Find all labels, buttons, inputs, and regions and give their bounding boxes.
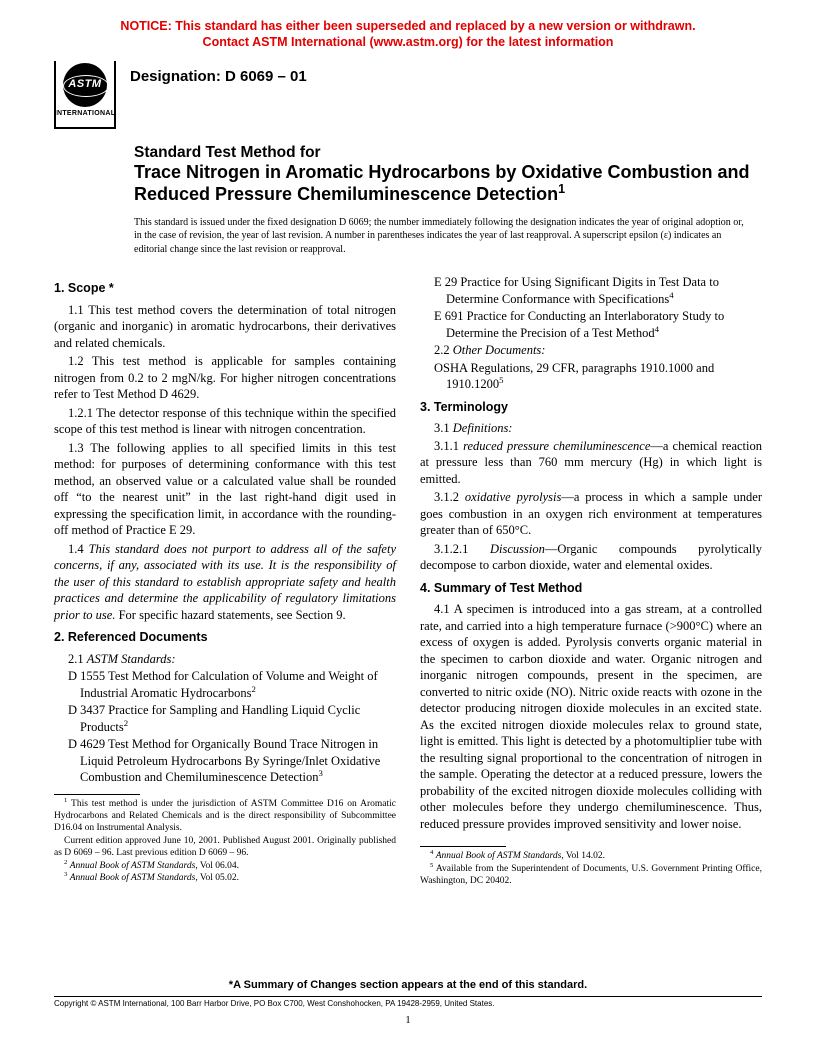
right-footnotes: 4 Annual Book of ASTM Standards, Vol 14.…: [420, 846, 762, 887]
p1-1: 1.1 This test method covers the determin…: [54, 302, 396, 352]
fn2: 2 Annual Book of ASTM Standards, Vol 06.…: [54, 860, 396, 872]
fn1a: 1 This test method is under the jurisdic…: [54, 798, 396, 835]
p3-1-2: 3.1.2 oxidative pyrolysis—a process in w…: [420, 489, 762, 539]
summary-changes-note: *A Summary of Changes section appears at…: [54, 978, 762, 993]
notice-line2: Contact ASTM International (www.astm.org…: [203, 35, 614, 49]
other-docs-sub: 2.2 Other Documents:: [420, 342, 762, 359]
title-main: Trace Nitrogen in Aromatic Hydrocarbons …: [134, 162, 762, 206]
p1-2-1: 1.2.1 The detector response of this tech…: [54, 405, 396, 438]
footnote-rule-left: [54, 794, 140, 795]
issuance-note: This standard is issued under the fixed …: [134, 216, 762, 257]
logo-globe: ASTM: [63, 63, 107, 107]
ref-osha: OSHA Regulations, 29 CFR, paragraphs 191…: [420, 360, 762, 393]
terminology-head: 3. Terminology: [420, 399, 762, 416]
ref-d1555: D 1555 Test Method for Calculation of Vo…: [54, 668, 396, 701]
body-columns: 1. Scope * 1.1 This test method covers t…: [54, 274, 762, 887]
left-footnotes: 1 This test method is under the jurisdic…: [54, 794, 396, 884]
copyright: Copyright © ASTM International, 100 Barr…: [54, 996, 762, 1010]
refdocs-head: 2. Referenced Documents: [54, 629, 396, 646]
p1-4: 1.4 This standard does not purport to ad…: [54, 541, 396, 624]
ref-e29: E 29 Practice for Using Significant Digi…: [420, 274, 762, 307]
p4-1: 4.1 A specimen is introduced into a gas …: [420, 601, 762, 832]
fn1b: Current edition approved June 10, 2001. …: [54, 835, 396, 860]
notice-line1: NOTICE: This standard has either been su…: [120, 19, 695, 33]
page-number: 1: [54, 1013, 762, 1028]
footnote-rule-right: [420, 846, 506, 847]
p1-2: 1.2 This test method is applicable for s…: [54, 353, 396, 403]
scope-head: 1. Scope *: [54, 280, 396, 297]
title-block: Standard Test Method for Trace Nitrogen …: [134, 143, 762, 206]
ref-d4629: D 4629 Test Method for Organically Bound…: [54, 736, 396, 786]
designation: Designation: D 6069 – 01: [130, 61, 307, 87]
logo-subtext: INTERNATIONAL: [55, 109, 116, 118]
defs-sub: 3.1 Definitions:: [420, 420, 762, 437]
p3-1-1: 3.1.1 reduced pressure chemiluminescence…: [420, 438, 762, 488]
page-footer: *A Summary of Changes section appears at…: [54, 978, 762, 1028]
fn3: 3 Annual Book of ASTM Standards, Vol 05.…: [54, 872, 396, 884]
p1-3: 1.3 The following applies to all specifi…: [54, 440, 396, 539]
title-lead: Standard Test Method for: [134, 143, 762, 162]
logo-brand: ASTM: [68, 77, 101, 92]
summary-head: 4. Summary of Test Method: [420, 580, 762, 597]
header-row: ASTM INTERNATIONAL Designation: D 6069 –…: [54, 61, 762, 129]
astm-logo: ASTM INTERNATIONAL: [54, 61, 116, 129]
p3-1-2-1: 3.1.2.1 Discussion—Organic compounds pyr…: [420, 541, 762, 574]
astm-stds-sub: 2.1 ASTM Standards:: [54, 651, 396, 668]
fn4: 4 Annual Book of ASTM Standards, Vol 14.…: [420, 850, 762, 862]
ref-e691: E 691 Practice for Conducting an Interla…: [420, 308, 762, 341]
ref-d3437: D 3437 Practice for Sampling and Handlin…: [54, 702, 396, 735]
fn5: 5 Available from the Superintendent of D…: [420, 863, 762, 888]
notice-banner: NOTICE: This standard has either been su…: [54, 18, 762, 51]
